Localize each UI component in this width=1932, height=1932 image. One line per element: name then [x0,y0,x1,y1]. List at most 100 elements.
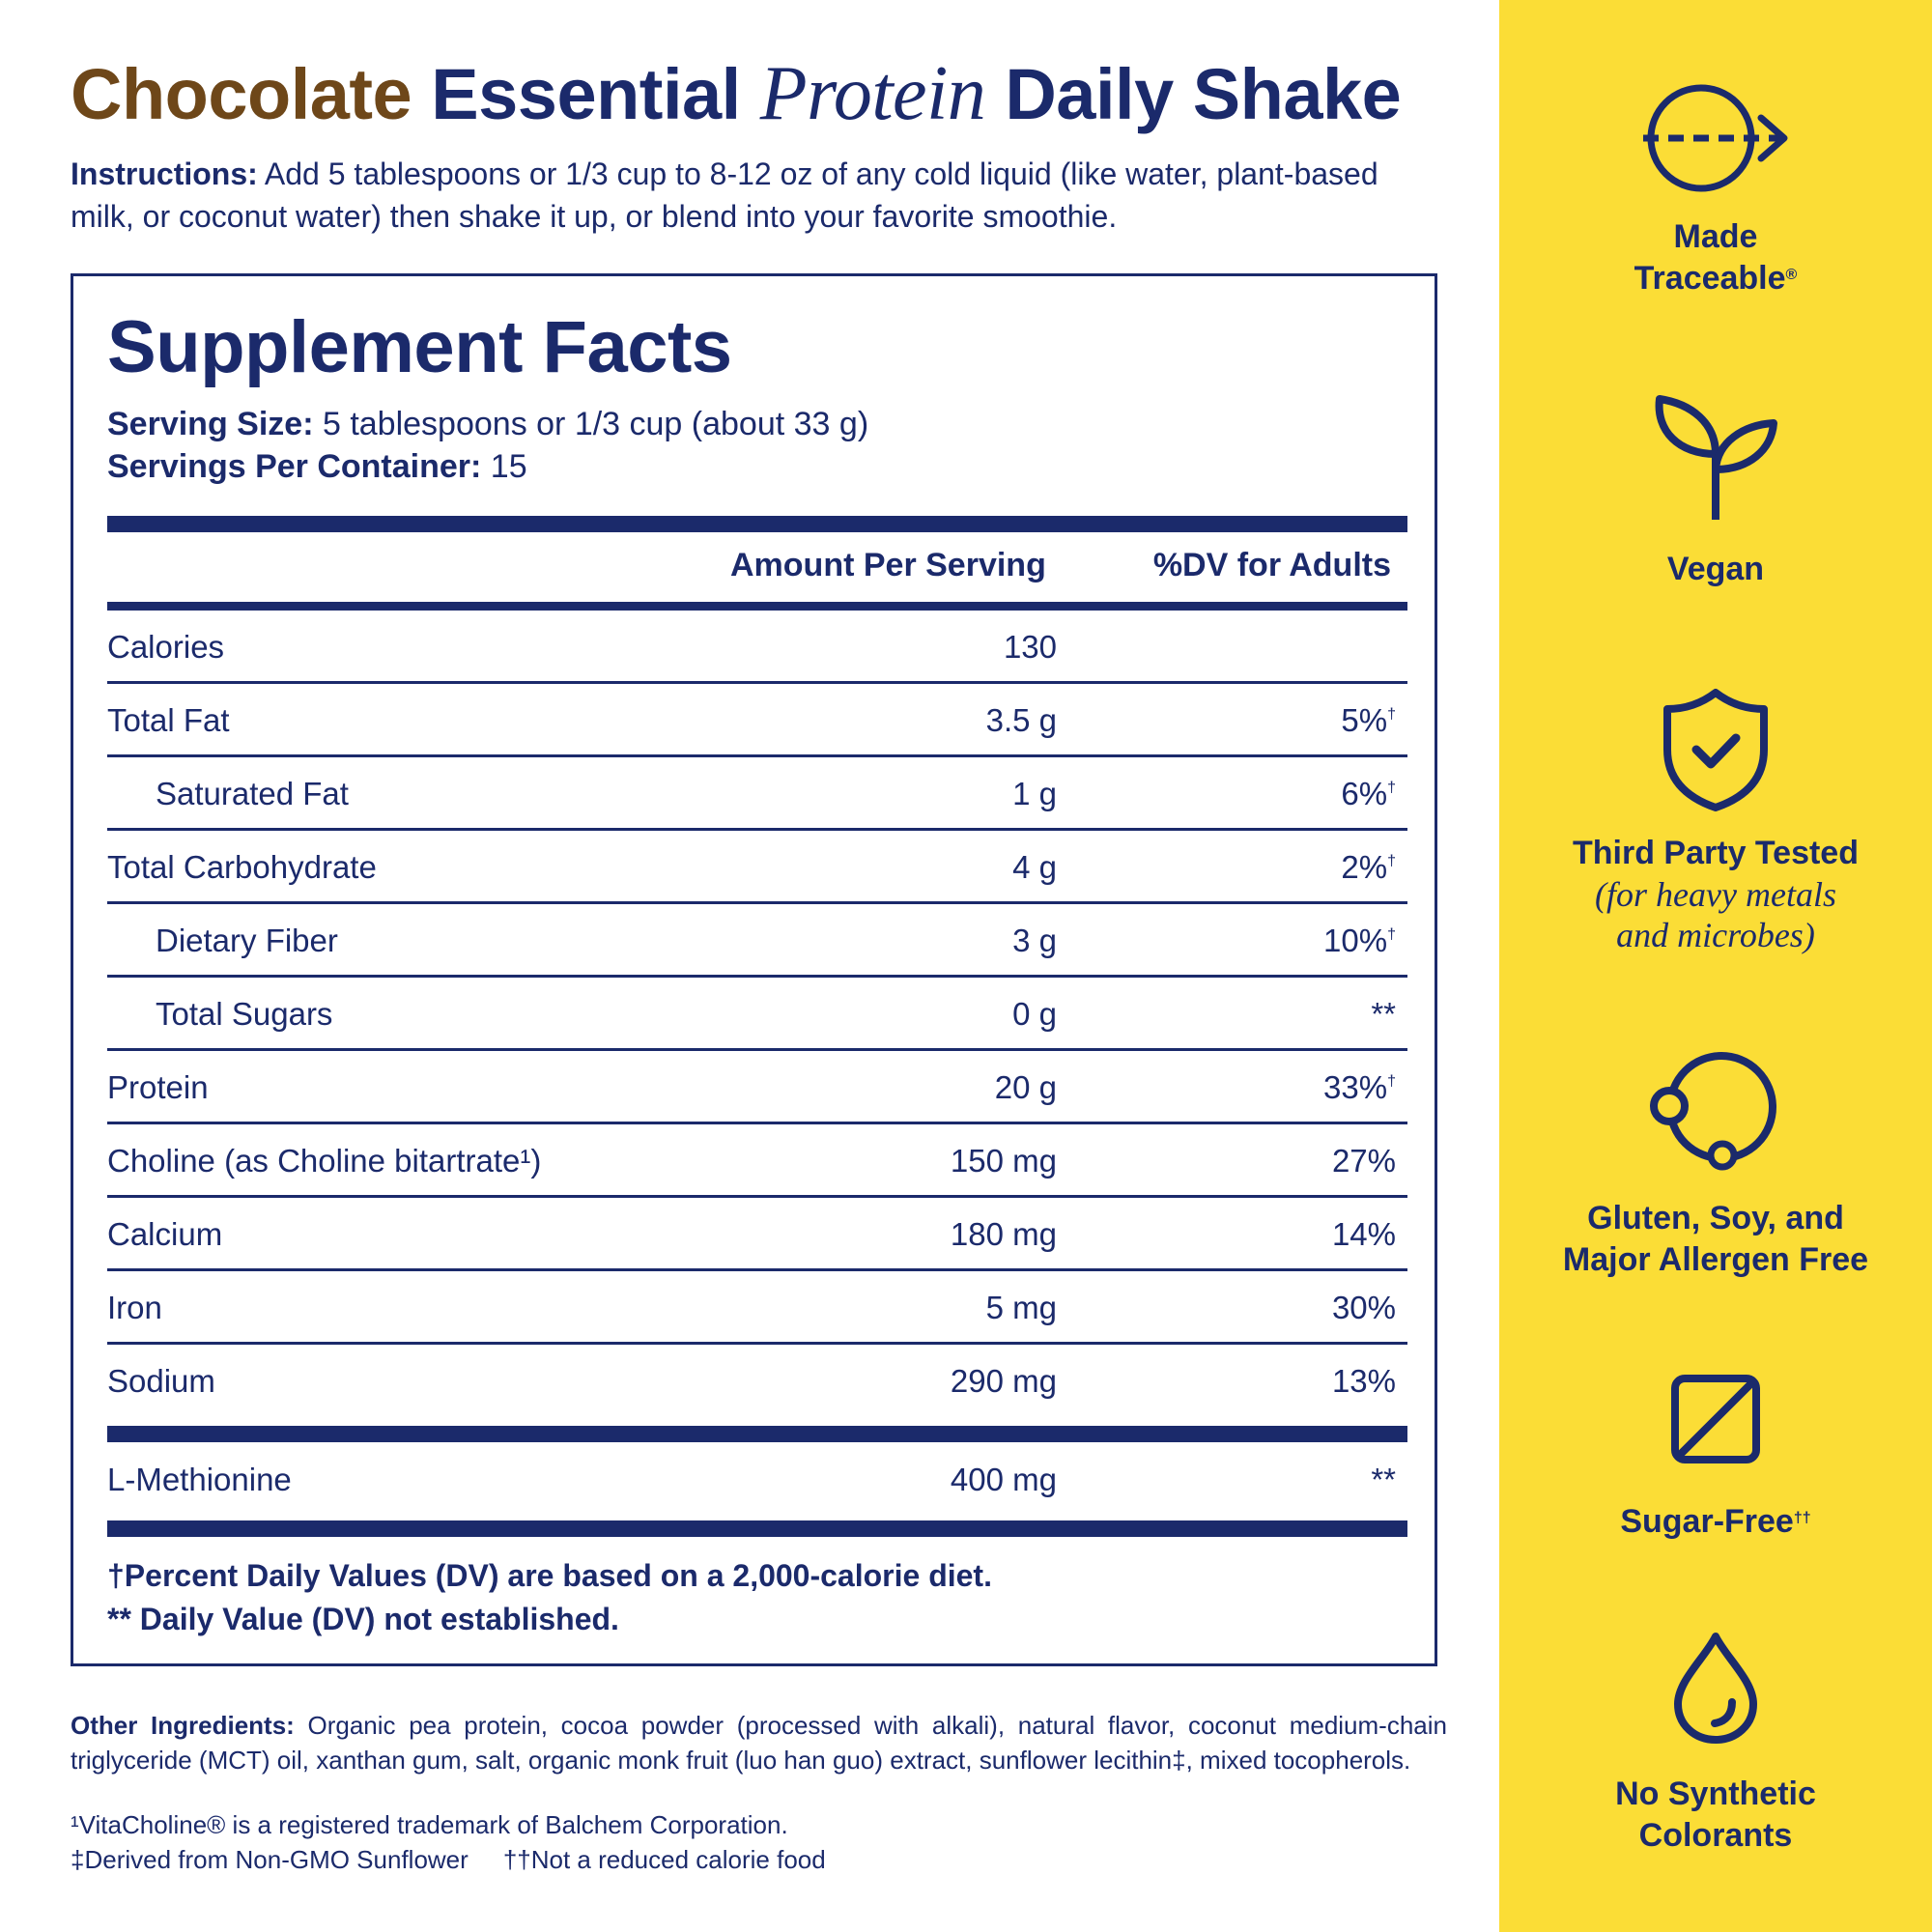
servings-value: 15 [490,448,527,485]
nutrient-dv: 27% [1331,1143,1396,1179]
column-header-dv: %DV for Adults [1152,547,1391,583]
badge-no-synthetic-colorants: No Synthetic Colorants [1499,1631,1932,1857]
badge-label: Third Party Tested [1573,835,1859,871]
row-divider [107,1048,1407,1051]
badge-sugar-free: Sugar-Free†† [1499,1374,1932,1543]
trademark-footnote: ¹VitaCholine® is a registered trademark … [71,1810,788,1839]
nutrient-dv: 33%† [1323,1069,1396,1105]
nutrient-dv: 13% [1331,1363,1396,1399]
title-flavor: Chocolate [71,54,412,134]
title-brand: Essential [431,54,741,134]
nutrient-name: Choline (as Choline bitartrate¹) [107,1143,542,1179]
row-divider [107,1195,1407,1198]
serving-size-label: Serving Size: [107,406,314,442]
nutrient-name: Sodium [107,1363,215,1399]
badge-label: Made [1673,218,1758,255]
badge-label: Vegan [1666,551,1765,587]
badge-allergen-free: Gluten, Soy, and Major Allergen Free [1499,1051,1932,1281]
facts-row: Total Carbohydrate 4 g 2%† [107,831,1407,904]
instructions: Instructions: Add 5 tablespoons or 1/3 c… [71,153,1442,238]
shield-check-icon [1663,689,1768,811]
droplet-icon [1674,1633,1757,1744]
nutrient-dv: 5%† [1341,702,1396,738]
row-divider [107,681,1407,684]
dv-not-established-footnote: ** Daily Value (DV) not established. [107,1602,619,1636]
other-ingredients-label: Other Ingredients: [71,1711,295,1740]
nutrient-dv: 6%† [1341,776,1396,811]
nutrient-dv: 30% [1331,1290,1396,1325]
nutrient-amount: 290 mg [950,1363,1057,1399]
other-ingredients: Other Ingredients: Organic pea protein, … [71,1708,1447,1777]
nutrient-dv: 14% [1331,1216,1396,1252]
nutrient-name: Calcium [107,1216,223,1252]
badge-label: Colorants [1638,1817,1793,1854]
traceable-arrow-icon [1643,84,1788,192]
facts-footnotes: †Percent Daily Values (DV) are based on … [107,1554,992,1641]
badge-label: Gluten, Soy, and [1587,1200,1844,1236]
row-divider [107,828,1407,831]
dv-footnote: †Percent Daily Values (DV) are based on … [107,1558,992,1593]
supplement-facts-panel: Supplement Facts Serving Size: 5 tablesp… [71,273,1437,1666]
nutrient-name: Iron [107,1290,162,1325]
nutrient-name: L-Methionine [107,1462,292,1497]
title-product: Daily Shake [1005,54,1402,134]
thick-divider [107,1520,1407,1537]
nutrient-dv: 2%† [1341,849,1396,885]
facts-row: Calcium 180 mg 14% [107,1198,1407,1271]
badge-sublabel: (for heavy metals [1595,875,1836,914]
servings-per-container: Servings Per Container: 15 [107,445,868,488]
facts-row: Saturated Fat 1 g 6%† [107,757,1407,831]
header-divider [107,602,1407,611]
row-divider [107,1122,1407,1124]
badge-label: Sugar-Free†† [1620,1503,1811,1540]
nutrient-amount: 5 mg [985,1290,1057,1325]
nutrient-dv: ** [1371,1462,1396,1497]
nutrient-amount: 1 g [1012,776,1057,811]
nutrient-amount: 400 mg [950,1462,1057,1497]
instructions-label: Instructions: [71,156,258,191]
nutrient-amount: 4 g [1012,849,1057,885]
nutrient-amount: 3 g [1012,923,1057,958]
badge-vegan: Vegan [1499,394,1932,590]
facts-row: Dietary Fiber 3 g 10%† [107,904,1407,978]
facts-row: Sodium 290 mg 13% [107,1345,1407,1418]
thick-divider [107,516,1407,532]
row-divider [107,754,1407,757]
nutrient-dv: ** [1371,996,1396,1032]
nutrient-dv: 10%† [1323,923,1396,958]
nutrient-name: Total Sugars [156,996,333,1032]
non-gmo-footnote: ‡Derived from Non-GMO Sunflower [71,1845,469,1874]
nutrient-amount: 150 mg [950,1143,1057,1179]
servings-label: Servings Per Container: [107,448,482,485]
nutrient-name: Total Carbohydrate [107,849,377,885]
instructions-text: Add 5 tablespoons or 1/3 cup to 8-12 oz … [71,156,1378,234]
row-divider [107,901,1407,904]
facts-row: Choline (as Choline bitartrate¹) 150 mg … [107,1124,1407,1198]
allergen-circle-icon [1650,1052,1776,1171]
badge-label: No Synthetic [1615,1776,1816,1812]
nutrient-name: Total Fat [107,702,230,738]
facts-row: Calories 130 [107,611,1407,684]
benefits-sidebar [1499,0,1932,1932]
column-header-amount: Amount Per Serving [730,547,1046,583]
badge-label: Traceable® [1634,260,1798,297]
other-ingredients-text: Organic pea protein, cocoa powder (proce… [71,1711,1447,1775]
badge-label: Major Allergen Free [1562,1241,1869,1278]
badge-third-party-tested: Third Party Tested (for heavy metals and… [1499,688,1932,955]
nutrient-amount: 20 g [994,1069,1057,1105]
nutrient-amount: 3.5 g [985,702,1057,738]
sprout-icon [1655,395,1777,520]
row-divider [107,1268,1407,1271]
nutrient-name: Dietary Fiber [156,923,338,958]
no-sugar-square-icon [1671,1375,1760,1463]
title-protein: Protein [759,51,986,136]
serving-info: Serving Size: 5 tablespoons or 1/3 cup (… [107,403,868,488]
facts-row: L-Methionine 400 mg ** [107,1443,1407,1517]
nutrient-name: Calories [107,629,225,665]
main-panel: Chocolate Essential Protein Daily Shake … [71,51,1447,1877]
serving-size: Serving Size: 5 tablespoons or 1/3 cup (… [107,403,868,445]
nutrient-amount: 0 g [1012,996,1057,1032]
nutrient-name: Protein [107,1069,209,1105]
serving-size-value: 5 tablespoons or 1/3 cup (about 33 g) [322,406,869,442]
fine-print-row: ‡Derived from Non-GMO Sunflower ††Not a r… [71,1842,826,1877]
